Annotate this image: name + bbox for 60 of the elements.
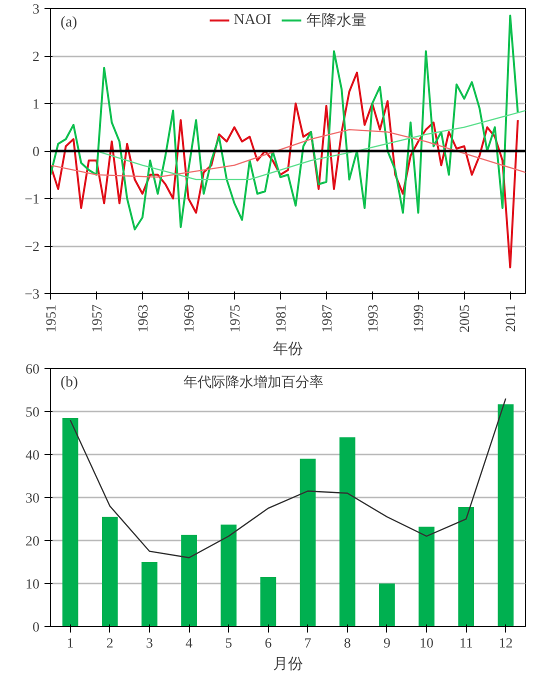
bar xyxy=(300,458,316,626)
y-tick-label: −3 xyxy=(24,288,40,302)
x-tick-label: 1963 xyxy=(136,304,152,332)
x-tick-label: 12 xyxy=(498,636,513,652)
x-tick-label: 1957 xyxy=(90,304,106,332)
y-tick-label: 50 xyxy=(26,406,40,420)
bar xyxy=(102,516,118,626)
x-tick-label: 8 xyxy=(344,636,351,652)
y-tick-label: 0 xyxy=(32,620,40,636)
x-tick-label: 6 xyxy=(264,636,272,652)
y-tick-label: −1 xyxy=(24,192,40,208)
x-tick-label: 1975 xyxy=(228,304,244,332)
bar xyxy=(260,577,276,626)
y-tick-label: 60 xyxy=(26,362,40,378)
x-tick-label: 5 xyxy=(225,636,232,652)
x-tick-label: 7 xyxy=(304,636,312,652)
line-series xyxy=(50,14,519,230)
x-tick-label: 3 xyxy=(146,636,153,652)
y-tick-label: −2 xyxy=(24,240,40,255)
x-tick-label: 2005 xyxy=(458,304,474,332)
x-tick-label: 2 xyxy=(106,636,114,652)
x-tick-label: 1981 xyxy=(274,304,290,332)
y-tick-label: 30 xyxy=(26,492,40,506)
bar xyxy=(142,562,158,626)
x-tick-label: 1951 xyxy=(44,304,60,332)
legend-label: 年降水量 xyxy=(306,12,366,30)
x-tick-label: 1969 xyxy=(182,304,198,332)
line-series xyxy=(50,128,526,178)
bar xyxy=(339,437,356,626)
y-tick-label: 3 xyxy=(32,2,40,18)
bar xyxy=(458,506,474,626)
x-tick-label: 1999 xyxy=(412,304,428,332)
x-axis-title: 月份 xyxy=(273,656,303,672)
y-tick-label: 40 xyxy=(26,448,40,464)
line-series xyxy=(70,398,506,558)
bar xyxy=(181,534,197,626)
bar xyxy=(379,584,395,626)
y-tick-label: 0 xyxy=(32,145,40,160)
x-tick-label: 1 xyxy=(66,636,74,652)
annotation: (a) xyxy=(60,14,78,30)
y-tick-label: 2 xyxy=(32,50,40,65)
bar xyxy=(418,526,434,626)
y-tick-label: 1 xyxy=(32,98,40,112)
bar xyxy=(220,524,237,626)
bar xyxy=(62,418,78,626)
x-tick-label: 1993 xyxy=(366,304,382,332)
x-axis-title: 年份 xyxy=(273,340,303,358)
y-tick-label: 10 xyxy=(26,578,40,592)
x-tick-label: 10 xyxy=(420,636,434,652)
y-tick-label: 20 xyxy=(26,534,40,550)
x-tick-label: 4 xyxy=(186,636,193,652)
legend-label: NAOI xyxy=(234,12,272,28)
x-tick-label: 9 xyxy=(383,636,390,652)
bar xyxy=(498,404,514,626)
chart-title: 年代际降水增加百分率 xyxy=(184,374,324,390)
line-series xyxy=(50,72,519,268)
x-tick-label: 1987 xyxy=(320,304,336,332)
annotation: (b) xyxy=(60,374,78,390)
x-tick-label: 11 xyxy=(459,636,473,652)
x-tick-label: 2011 xyxy=(504,304,520,332)
